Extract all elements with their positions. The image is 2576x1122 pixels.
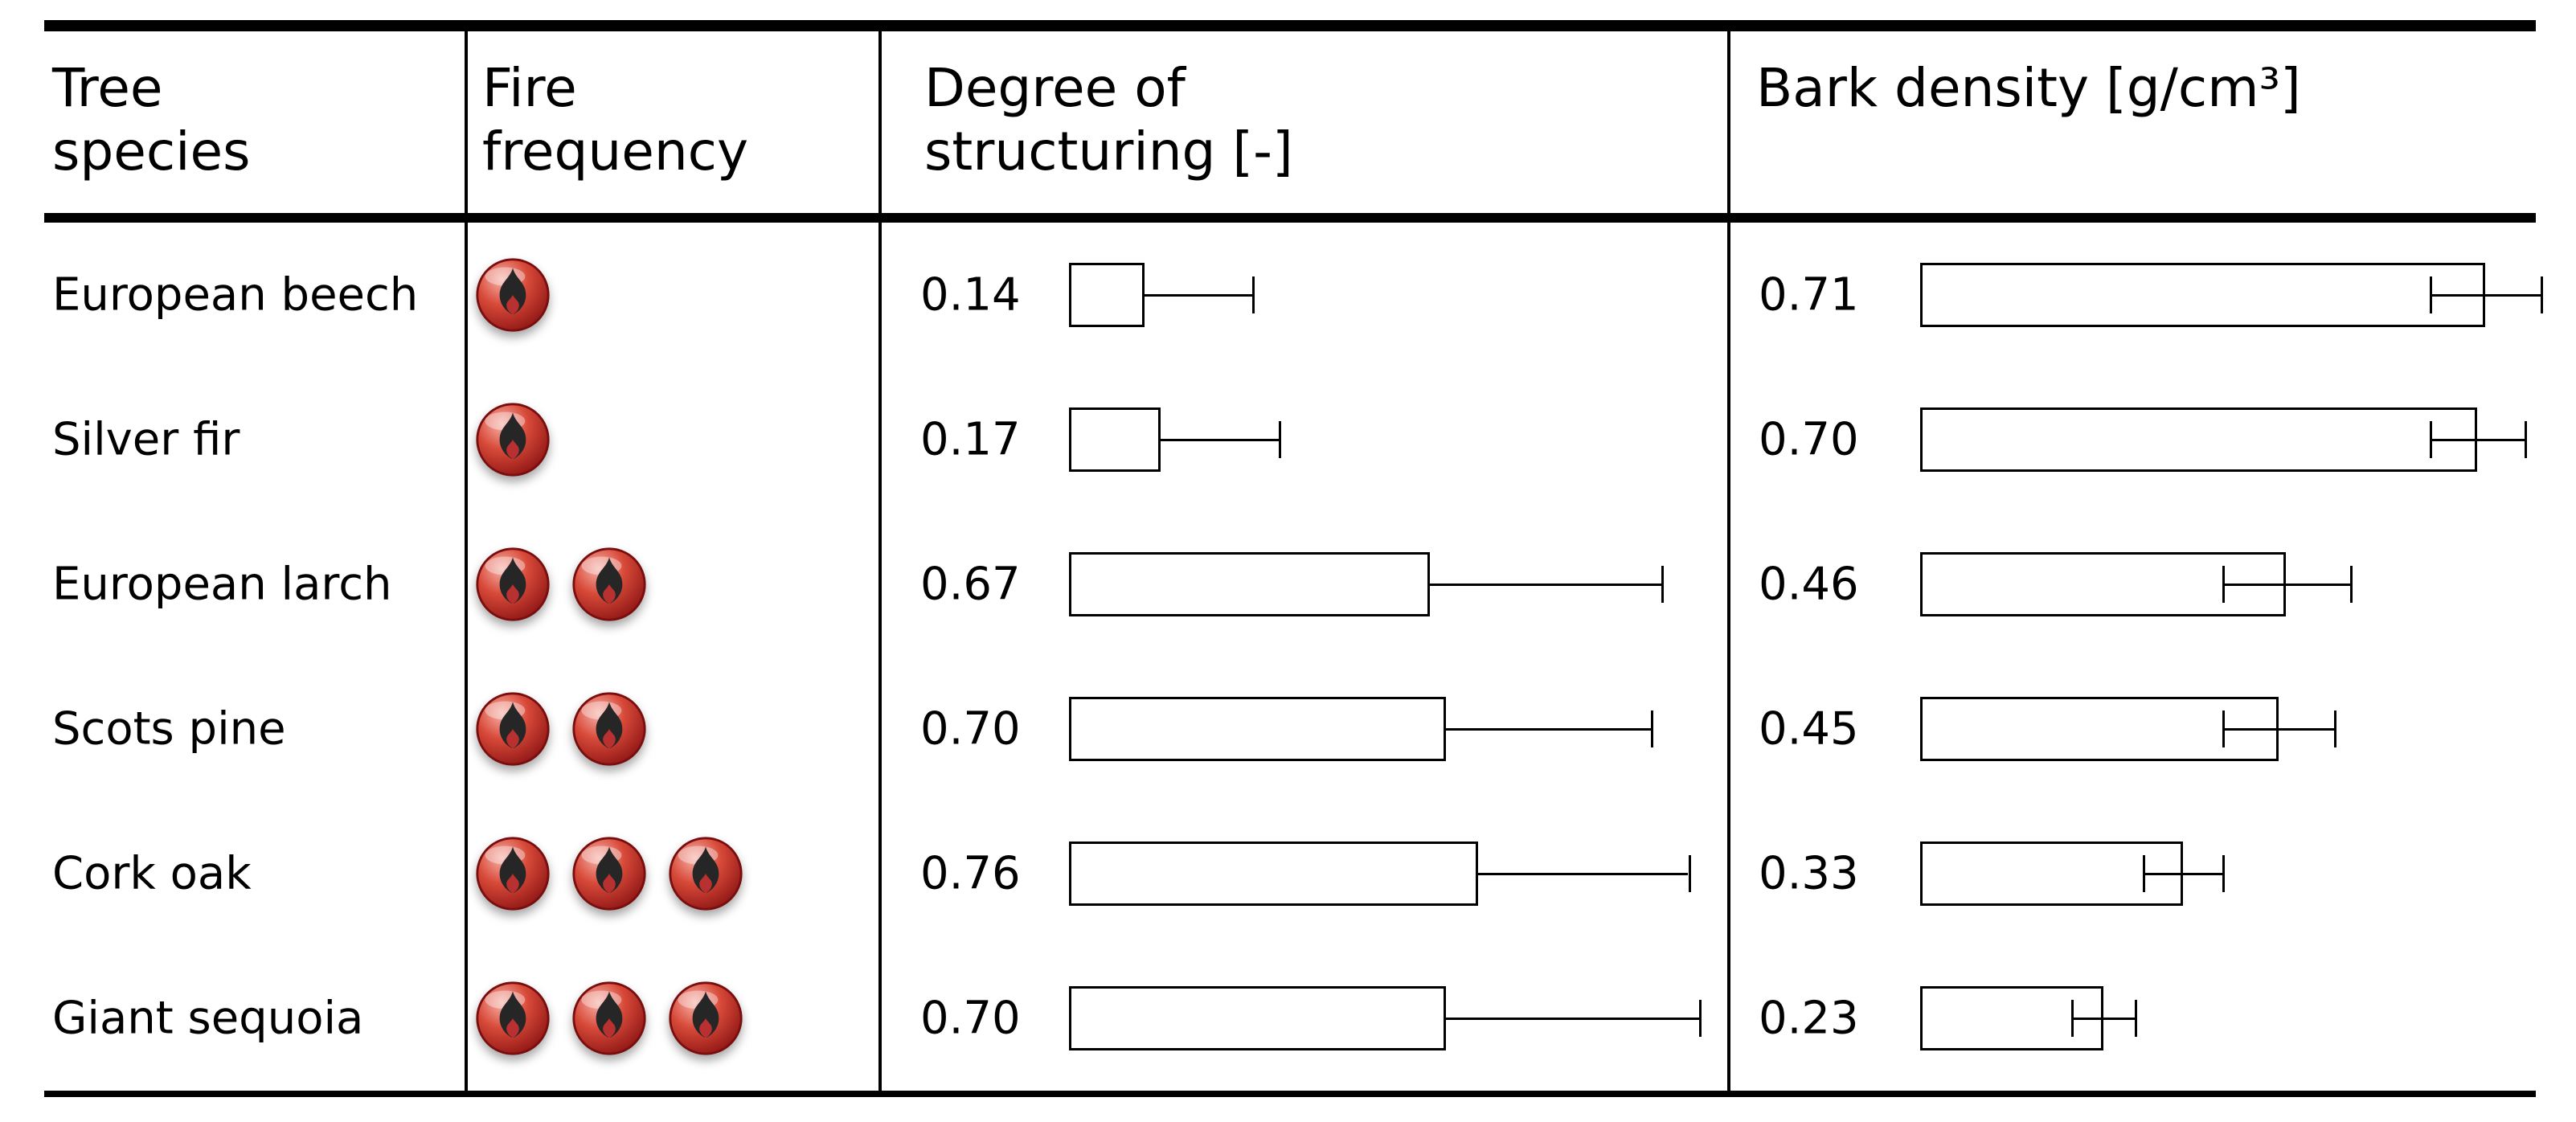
table-row: Giant sequoia 0.70 0.23 [44, 946, 2536, 1091]
bark-density-value: 0.70 [1759, 413, 1859, 466]
bark-density-value: 0.33 [1759, 847, 1859, 900]
species-label: Scots pine [52, 702, 286, 756]
bark-density-bar [1920, 842, 2183, 906]
structuring-error-whisker [1144, 293, 1252, 297]
fire-frequency-icons [474, 256, 551, 334]
fire-frequency-icons [474, 690, 648, 768]
structuring-value: 0.70 [920, 992, 1021, 1045]
fire-frequency-icons [474, 980, 744, 1057]
bark-density-error-cap-left [2429, 421, 2432, 458]
bark-density-error-cap-right [2333, 710, 2336, 747]
structuring-error-cap [1661, 566, 1664, 603]
flame-icon [571, 546, 648, 623]
bark-density-value: 0.45 [1759, 702, 1859, 756]
fire-frequency-icons [474, 546, 648, 623]
bark-density-bar [1920, 407, 2477, 472]
flame-icon [667, 980, 744, 1057]
bark-density-error-cap-left [2222, 566, 2226, 603]
structuring-bar [1069, 986, 1446, 1050]
fire-frequency-icons [474, 401, 551, 478]
structuring-error-whisker [1478, 872, 1689, 875]
column-separator-2 [878, 20, 882, 1097]
bark-density-error-whisker [2071, 1017, 2136, 1020]
structuring-error-cap [1688, 855, 1691, 892]
flame-icon [571, 835, 648, 912]
species-label: Silver fir [52, 413, 240, 466]
structuring-error-cap [1698, 1000, 1702, 1037]
structuring-bar [1069, 697, 1446, 761]
bark-density-error-cap-right [2222, 855, 2226, 892]
flame-icon [571, 690, 648, 768]
structuring-error-cap [1279, 421, 1282, 458]
bark-density-error-cap-right [2349, 566, 2353, 603]
bark-density-error-whisker [2429, 293, 2541, 297]
structuring-error-whisker [1446, 1017, 1699, 1020]
bark-density-error-cap-left [2222, 710, 2226, 747]
structuring-error-whisker [1429, 583, 1661, 586]
bark-density-value: 0.23 [1759, 992, 1859, 1045]
flame-icon [474, 690, 551, 768]
bottom-rule [44, 1091, 2536, 1097]
species-label: Cork oak [52, 847, 252, 900]
column-separator-3 [1727, 20, 1730, 1097]
structuring-error-cap [1650, 710, 1653, 747]
structuring-value: 0.70 [920, 702, 1021, 756]
flame-icon [474, 835, 551, 912]
bark-density-value: 0.46 [1759, 558, 1859, 611]
col-header-degree-of-structuring: Degree of structuring [-] [924, 57, 1293, 183]
structuring-bar [1069, 842, 1479, 906]
top-rule [44, 20, 2536, 31]
table-row: European beech 0.14 0.71 [44, 223, 2544, 367]
structuring-value: 0.14 [920, 268, 1021, 321]
bark-density-bar [1920, 697, 2279, 761]
bark-density-error-cap-left [2143, 855, 2146, 892]
flame-icon [474, 546, 551, 623]
bark-density-bar [1920, 263, 2485, 327]
flame-icon [474, 401, 551, 478]
structuring-bar [1069, 407, 1161, 472]
structuring-error-whisker [1160, 438, 1280, 441]
header-rule [44, 213, 2536, 223]
col-header-bark-density: Bark density [g/cm³] [1756, 57, 2301, 119]
structuring-value: 0.76 [920, 847, 1021, 900]
table-row: Silver fir 0.17 0.70 [44, 367, 2536, 512]
bark-density-error-cap-right [2525, 421, 2528, 458]
bark-density-error-whisker [2143, 872, 2223, 875]
fire-frequency-icons [474, 835, 744, 912]
flame-icon [474, 256, 551, 334]
col-header-fire-frequency: Fire frequency [482, 57, 749, 183]
bark-density-error-cap-right [2541, 276, 2544, 313]
species-label: Giant sequoia [52, 992, 364, 1045]
bark-density-error-cap-right [2135, 1000, 2138, 1037]
structuring-value: 0.17 [920, 413, 1021, 466]
flame-icon [474, 980, 551, 1057]
structuring-error-cap [1251, 276, 1255, 313]
bark-density-error-cap-left [2071, 1000, 2074, 1037]
bark-density-error-whisker [2222, 727, 2334, 731]
bark-density-error-whisker [2429, 438, 2525, 441]
species-fire-table: Tree species Fire frequency Degree of st… [44, 20, 2544, 1097]
structuring-bar [1069, 263, 1145, 327]
column-separator-1 [465, 20, 468, 1097]
species-label: European beech [52, 268, 419, 321]
structuring-value: 0.67 [920, 558, 1021, 611]
flame-icon [571, 980, 648, 1057]
col-header-tree-species: Tree species [52, 57, 251, 183]
bark-density-error-whisker [2222, 583, 2350, 586]
table-row: Cork oak 0.76 0.33 [44, 801, 2536, 946]
structuring-bar [1069, 552, 1430, 616]
flame-icon [667, 835, 744, 912]
bark-density-error-cap-left [2429, 276, 2432, 313]
species-label: European larch [52, 558, 392, 611]
structuring-error-whisker [1446, 727, 1651, 731]
table-row: European larch 0.67 0.46 [44, 512, 2536, 657]
bark-density-value: 0.71 [1759, 268, 1859, 321]
table-row: Scots pine 0.70 0.45 [44, 657, 2536, 801]
